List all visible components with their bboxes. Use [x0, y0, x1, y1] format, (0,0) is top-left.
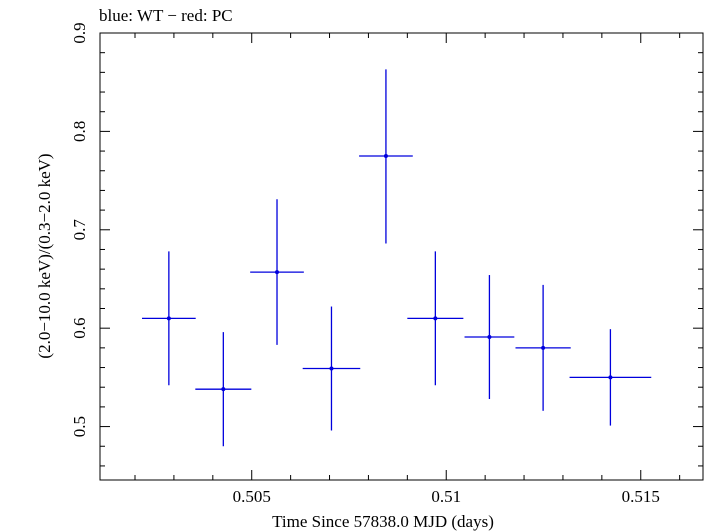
x-axis-label: Time Since 57838.0 MJD (days): [272, 512, 494, 531]
data-point: [487, 335, 492, 340]
y-tick-label: 0.8: [70, 121, 89, 142]
y-tick-label: 0.7: [70, 219, 89, 241]
series-wt: [142, 69, 652, 447]
data-point: [541, 345, 546, 350]
x-tick-label: 0.51: [431, 487, 461, 506]
data-point: [221, 387, 226, 392]
y-tick-label: 0.5: [70, 416, 89, 437]
x-axis-ticks: 0.505 0.51 0.515: [134, 33, 681, 506]
x-tick-label: 0.515: [622, 487, 660, 506]
data-point: [166, 316, 171, 321]
chart-title: blue: WT − red: PC: [99, 6, 233, 25]
data-point: [383, 153, 388, 158]
x-tick-label: 0.505: [233, 487, 271, 506]
plot-frame: [99, 32, 704, 481]
data-point: [608, 375, 613, 380]
data-point: [275, 270, 280, 275]
y-tick-label: 0.9: [70, 22, 89, 43]
y-axis-ticks: 0.5 0.6 0.7 0.8 0.9: [70, 22, 703, 467]
data-point: [329, 366, 334, 371]
y-tick-label: 0.6: [70, 318, 89, 339]
y-axis-label: (2.0−10.0 keV)/(0.3−2.0 keV): [35, 153, 54, 358]
data-point: [433, 316, 438, 321]
